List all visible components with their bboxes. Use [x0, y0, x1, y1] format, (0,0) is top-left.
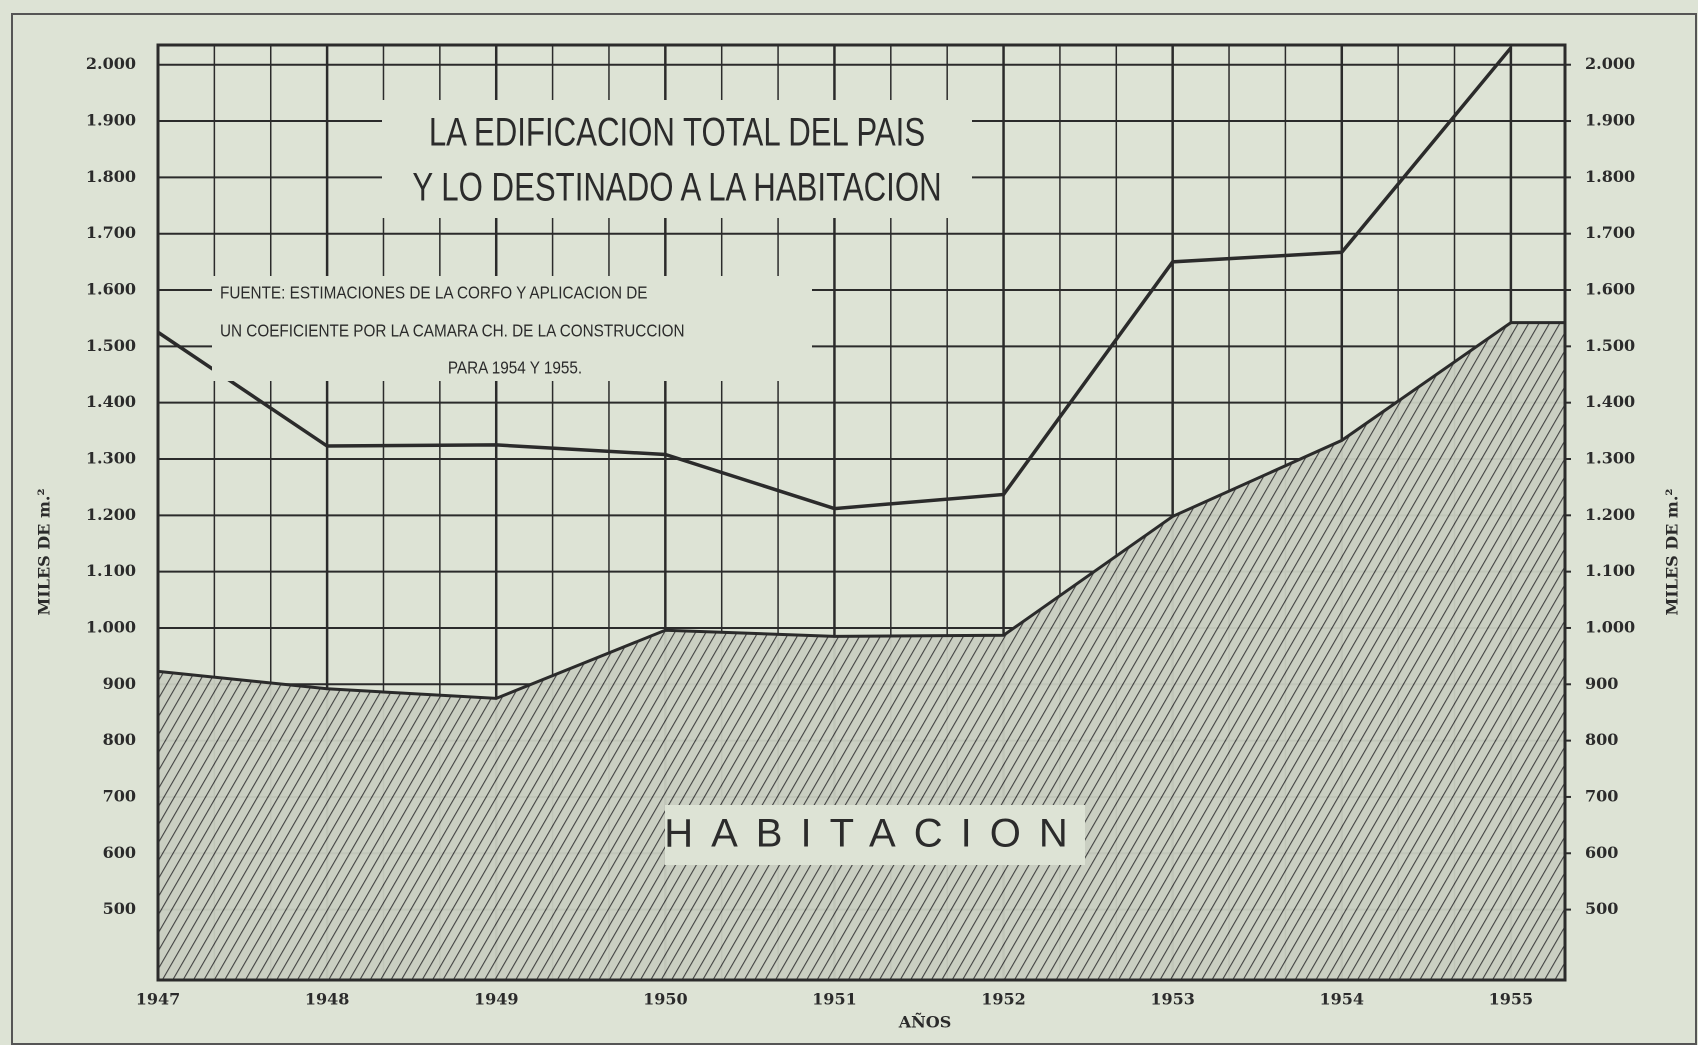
title-bg: [382, 100, 972, 218]
x-tick-label: 1947: [136, 990, 181, 1009]
y-tick-label: 700: [103, 786, 136, 805]
x-tick-label: 1953: [1150, 990, 1195, 1009]
y-tick-label: 2.000: [86, 54, 136, 73]
x-tick-label: 1955: [1489, 990, 1534, 1009]
marks: [156, 43, 1567, 982]
y-tick-label: 600: [103, 843, 136, 862]
y-tick-label: 900: [103, 674, 136, 693]
y-tick-label: 1.400: [86, 392, 136, 411]
y-tick-label: 1.900: [86, 111, 136, 130]
y2-tick-label: 1.700: [1585, 223, 1635, 242]
y-tick-label: 1.300: [86, 448, 136, 467]
y2-tick-label: 500: [1585, 899, 1618, 918]
plot-border: [156, 43, 1567, 982]
y2-tick-label: 1.800: [1585, 167, 1635, 186]
y-tick-label: 1.600: [86, 280, 136, 299]
y-axis-label: MILES DE m.²: [35, 489, 54, 616]
annotation: UN COEFICIENTE POR LA CAMARA CH. DE LA C…: [220, 321, 685, 341]
y2-tick-label: 1.000: [1585, 617, 1635, 636]
y-tick-label: 500: [103, 899, 136, 918]
y2-tick-label: 1.200: [1585, 505, 1635, 524]
y-tick-label: 1.200: [86, 505, 136, 524]
x-tick-label: 1952: [981, 990, 1026, 1009]
y2-axis-label: MILES DE m.²: [1663, 489, 1682, 616]
y2-tick-label: 600: [1585, 843, 1618, 862]
annotation: PARA 1954 Y 1955.: [448, 358, 582, 378]
series-label: HABITACION: [664, 812, 1086, 856]
chart-title: LA EDIFICACION TOTAL DEL PAIS: [429, 110, 925, 155]
y-tick-label: 1.700: [86, 223, 136, 242]
y2-tick-label: 1.100: [1585, 561, 1635, 580]
y2-tick-label: 900: [1585, 674, 1618, 693]
x-tick-label: 1949: [474, 990, 519, 1009]
y-tick-label: 1.800: [86, 167, 136, 186]
y2-tick-label: 1.400: [1585, 392, 1635, 411]
y2-tick-label: 2.000: [1585, 54, 1635, 73]
x-axis-label: AÑOS: [898, 1011, 952, 1032]
x-tick-label: 1948: [305, 990, 350, 1009]
area: [158, 322, 1565, 981]
area-edge: [157, 321, 1565, 700]
y2-tick-label: 700: [1585, 786, 1618, 805]
y-tick-label: 1.100: [86, 561, 136, 580]
annotation: FUENTE: ESTIMACIONES DE LA CORFO Y APLIC…: [220, 283, 648, 303]
y2-tick-label: 1.900: [1585, 111, 1635, 130]
chart-title: Y LO DESTINADO A LA HABITACION: [412, 165, 941, 210]
x-tick-label: 1954: [1320, 990, 1365, 1009]
y2-tick-label: 1.600: [1585, 280, 1635, 299]
y-tick-label: 800: [103, 730, 136, 749]
y-tick-label: 1.000: [86, 617, 136, 636]
y2-tick-label: 1.500: [1585, 336, 1635, 355]
frame: [11, 13, 1697, 1045]
x-tick-label: 1951: [812, 990, 857, 1009]
labels: 500 600 700 800 900 1.000 1.100 1.200 1.300 1.400…: [35, 54, 1682, 1031]
y-tick-label: 1.500: [86, 336, 136, 355]
annotation-bg: [212, 276, 812, 381]
series-label-bg: [665, 805, 1085, 865]
y2-tick-label: 1.300: [1585, 448, 1635, 467]
line: [157, 46, 1513, 511]
y2-tick-label: 800: [1585, 730, 1618, 749]
x-tick-label: 1950: [643, 990, 688, 1009]
